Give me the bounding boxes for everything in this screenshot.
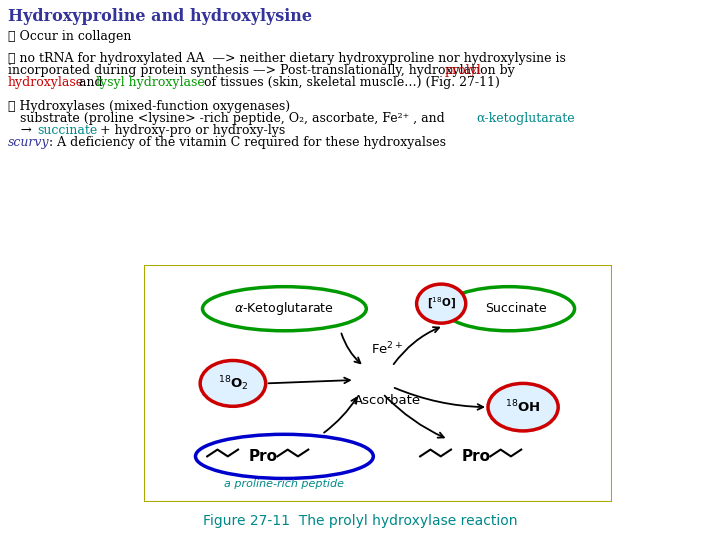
- Text: →: →: [8, 124, 36, 137]
- Text: Succinate: Succinate: [485, 302, 547, 315]
- Ellipse shape: [200, 361, 266, 406]
- Text: + hydroxy-pro or hydroxy-lys: + hydroxy-pro or hydroxy-lys: [100, 124, 285, 137]
- Text: Hydroxyproline and hydroxylysine: Hydroxyproline and hydroxylysine: [8, 8, 312, 25]
- Text: of tissues (skin, skeletal muscle…) (Fig. 27-11): of tissues (skin, skeletal muscle…) (Fig…: [200, 76, 500, 89]
- Text: a proline-rich peptide: a proline-rich peptide: [225, 478, 344, 489]
- Text: ① Occur in collagen: ① Occur in collagen: [8, 30, 131, 43]
- Ellipse shape: [488, 383, 558, 431]
- Text: $\alpha$-Ketoglutarate: $\alpha$-Ketoglutarate: [235, 300, 334, 317]
- Text: α-ketoglutarate: α-ketoglutarate: [476, 112, 575, 125]
- Text: substrate (proline <lysine> -rich peptide, O₂, ascorbate, Fe²⁺ , and: substrate (proline <lysine> -rich peptid…: [8, 112, 449, 125]
- Text: succinate: succinate: [37, 124, 97, 137]
- Text: Fe$^{2+}$: Fe$^{2+}$: [372, 341, 403, 358]
- Text: incorporated during protein synthesis —> Post-translationally, hydroxylation by: incorporated during protein synthesis —>…: [8, 64, 519, 77]
- Ellipse shape: [444, 287, 575, 331]
- Text: $^{18}$O$_2$: $^{18}$O$_2$: [217, 374, 248, 393]
- Ellipse shape: [196, 434, 374, 478]
- Ellipse shape: [417, 284, 466, 323]
- Text: Figure 27-11  The prolyl hydroxylase reaction: Figure 27-11 The prolyl hydroxylase reac…: [203, 514, 517, 528]
- Text: lysyl hydroxylase: lysyl hydroxylase: [96, 76, 204, 89]
- Text: Pro: Pro: [249, 449, 278, 464]
- Text: prolyl: prolyl: [445, 64, 482, 77]
- Text: Pro: Pro: [462, 449, 491, 464]
- Text: ② no tRNA for hydroxylated AA  —> neither dietary hydroxyproline nor hydroxylysi: ② no tRNA for hydroxylated AA —> neither…: [8, 52, 566, 65]
- Text: Ascorbate: Ascorbate: [354, 394, 421, 407]
- Text: [$^{18}$O]: [$^{18}$O]: [427, 295, 456, 310]
- Text: scurvy: scurvy: [8, 136, 50, 149]
- Text: ③ Hydroxylases (mixed-function oxygenases): ③ Hydroxylases (mixed-function oxygenase…: [8, 100, 290, 113]
- Text: hydroxylase: hydroxylase: [8, 76, 84, 89]
- Text: $^{18}$OH: $^{18}$OH: [505, 399, 541, 415]
- Text: : A deficiency of the vitamin C required for these hydroxyalses: : A deficiency of the vitamin C required…: [45, 136, 446, 149]
- Text: and: and: [75, 76, 107, 89]
- Ellipse shape: [202, 287, 366, 331]
